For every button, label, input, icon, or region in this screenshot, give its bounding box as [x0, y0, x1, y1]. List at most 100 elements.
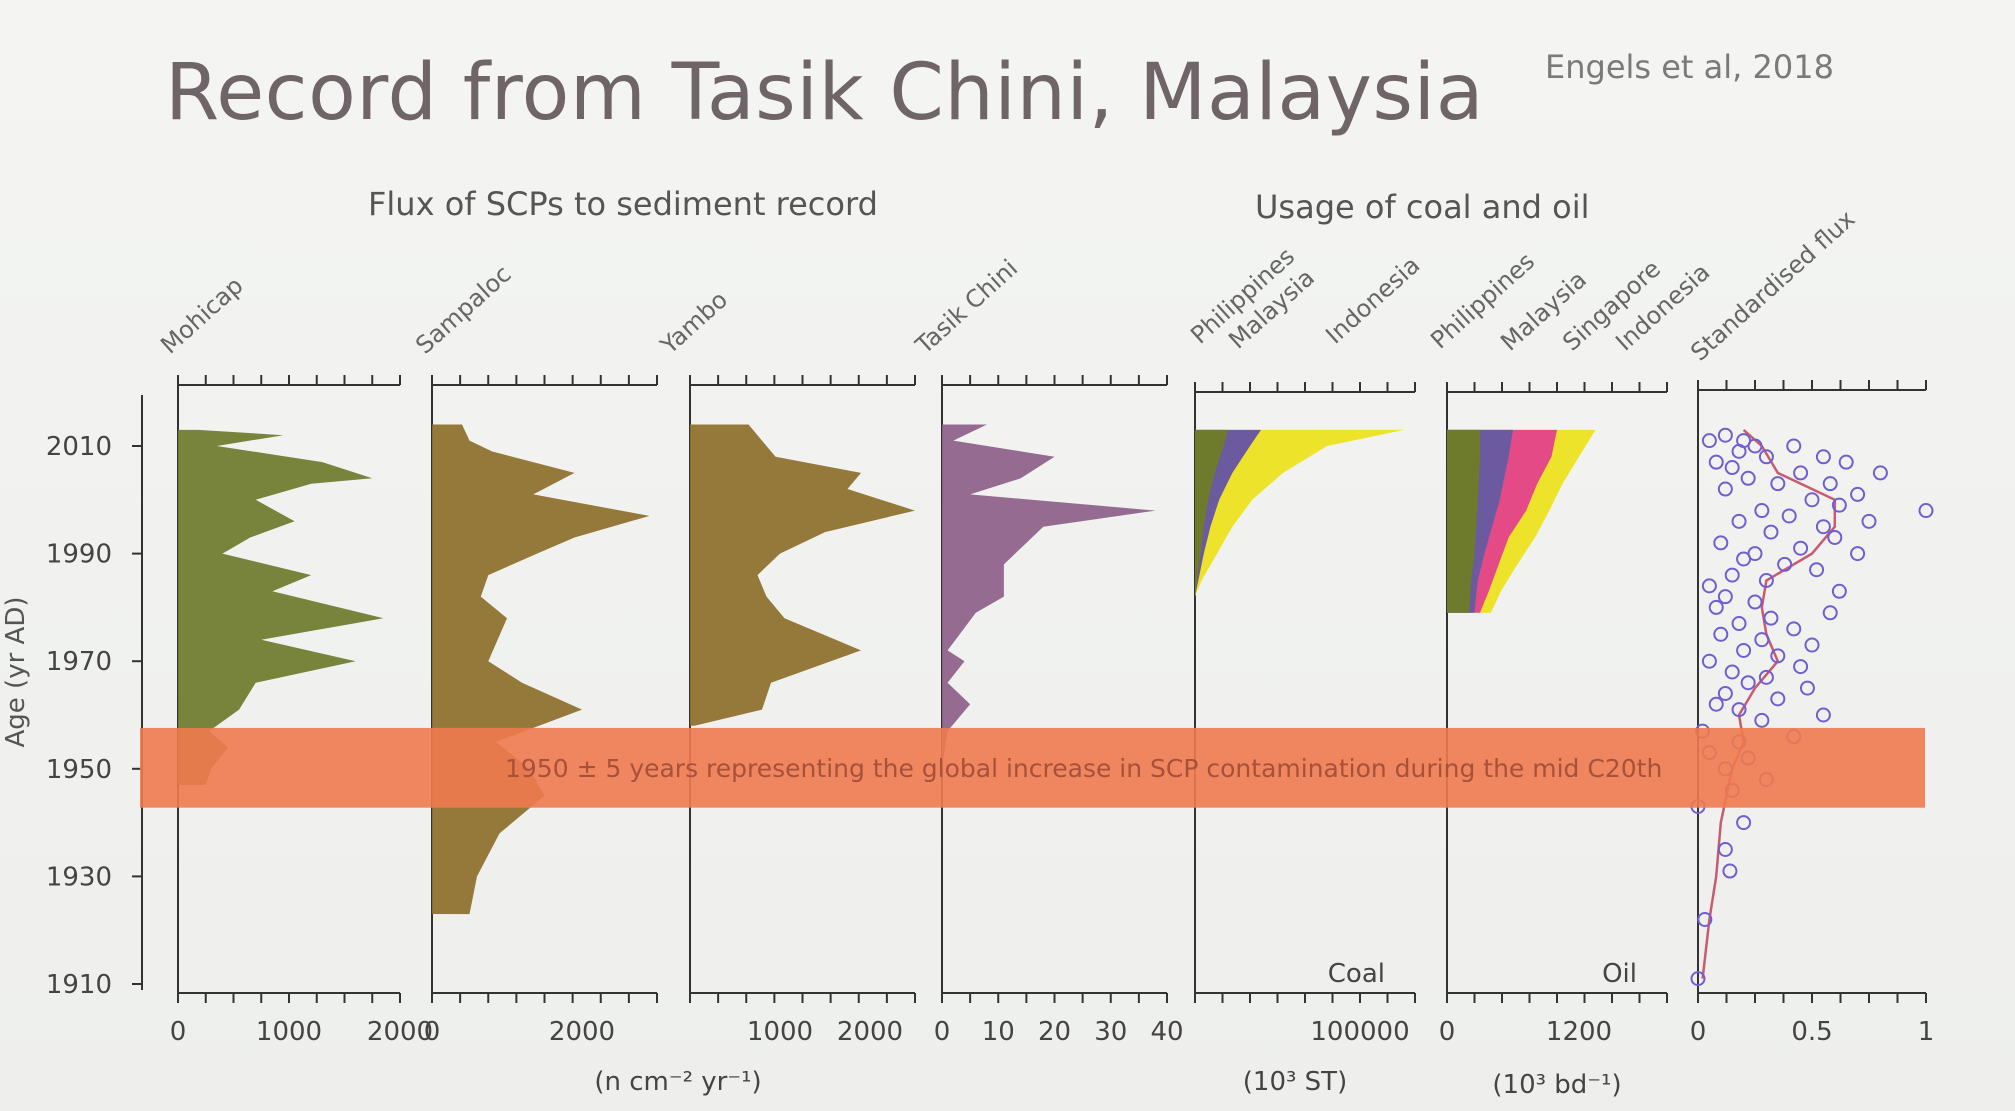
scatter-point — [1717, 427, 1733, 443]
scatter-point — [1724, 664, 1740, 680]
y-tick-label: 2010 — [46, 432, 112, 462]
area-layer-coal — [1195, 429, 1228, 597]
slide-title: Record from Tasik Chini, Malaysia — [165, 48, 1485, 138]
scatter-point — [1758, 573, 1774, 588]
scatter-point — [1770, 648, 1786, 664]
area-layer-coal — [1195, 429, 1404, 597]
area-tasik-chini — [942, 424, 1156, 769]
scatter-point — [1831, 583, 1847, 599]
scatter-point — [1731, 513, 1747, 529]
scatter-point — [1747, 594, 1763, 610]
unit-label-flux: (n cm⁻² yr⁻¹) — [594, 1067, 761, 1097]
x-tick-label: 0 — [1439, 1017, 1456, 1047]
scatter-point — [1918, 503, 1934, 519]
band-label: 1950 ± 5 years representing the global i… — [505, 754, 1662, 783]
scatter-point — [1701, 433, 1717, 449]
scatter-point — [1740, 470, 1756, 486]
x-tick-label: 100000 — [1310, 1017, 1409, 1047]
scatter-point — [1872, 465, 1888, 481]
panel-name: Tasik Chini — [910, 254, 1024, 360]
scatter-point — [1815, 449, 1831, 465]
panel-name: Yambo — [655, 286, 733, 361]
scatter-point — [1763, 524, 1779, 540]
scatter-point — [1809, 562, 1825, 578]
scatter-point — [1838, 454, 1854, 470]
scatter-point — [1799, 680, 1815, 696]
unit-label-coal: (10³ ST) — [1243, 1067, 1347, 1097]
panel-name: Standardised flux — [1685, 205, 1860, 367]
scatter-point — [1736, 551, 1752, 567]
x-tick-label: 0 — [934, 1017, 951, 1047]
scatter-point — [1831, 497, 1847, 513]
scatter-point — [1690, 971, 1706, 987]
x-tick-label: 30 — [1094, 1017, 1127, 1047]
scatter-point — [1815, 707, 1831, 723]
x-tick-label: 2000 — [367, 1017, 433, 1047]
scatter-point — [1717, 685, 1733, 701]
scatter-point — [1697, 911, 1713, 927]
x-tick-label: 40 — [1150, 1017, 1183, 1047]
scatter-point — [1731, 616, 1747, 632]
unit-label-oil: (10³ bd⁻¹) — [1492, 1070, 1621, 1100]
scatter-point — [1770, 476, 1786, 492]
y-axis-label: Age (yr AD) — [1, 597, 31, 748]
scatter-point — [1754, 712, 1770, 728]
scatter-point — [1701, 578, 1717, 594]
x-tick-label: 2000 — [549, 1017, 615, 1047]
scatter-point — [1793, 465, 1809, 481]
area-layer-oil — [1447, 429, 1480, 613]
panel-corner-label: Oil — [1602, 959, 1637, 989]
area-sampaloc — [432, 424, 650, 915]
area-mohicap — [178, 429, 384, 785]
x-tick-label: 2000 — [837, 1017, 903, 1047]
y-tick-label: 1990 — [46, 540, 112, 570]
x-tick-label: 0 — [1690, 1017, 1707, 1047]
x-tick-label: 1000 — [256, 1017, 322, 1047]
scatter-point — [1822, 605, 1838, 621]
section-label-usage: Usage of coal and oil — [1255, 188, 1590, 226]
scatter-point — [1850, 546, 1866, 562]
scatter-point — [1701, 653, 1717, 669]
scatter-point — [1758, 669, 1774, 685]
scatter-point — [1793, 540, 1809, 556]
scatter-point — [1713, 626, 1729, 642]
scatter-point — [1758, 449, 1774, 465]
trend-line — [1701, 428, 1837, 979]
scatter-point — [1724, 460, 1740, 476]
scatter-point — [1793, 659, 1809, 675]
x-tick-label: 20 — [1038, 1017, 1071, 1047]
scatter-point — [1770, 691, 1786, 707]
contamination-band — [140, 727, 1925, 808]
scatter-point — [1740, 675, 1756, 691]
scatter-point — [1763, 610, 1779, 626]
scatter-point — [1717, 481, 1733, 497]
panel-corner-label: Coal — [1328, 959, 1385, 989]
scatter-point — [1736, 815, 1752, 831]
x-tick-label: 10 — [982, 1017, 1015, 1047]
scatter-point — [1754, 503, 1770, 519]
scatter-point — [1781, 508, 1797, 524]
x-tick-label: 0 — [424, 1017, 441, 1047]
panel-name: Sampaloc — [410, 260, 516, 360]
scatter-point — [1731, 443, 1747, 459]
x-tick-label: 0.5 — [1791, 1017, 1832, 1047]
scatter-point — [1786, 438, 1802, 454]
scatter-point — [1777, 556, 1793, 572]
scatter-point — [1850, 486, 1866, 502]
panel-name: Mohicap — [155, 271, 248, 359]
y-tick-label: 1970 — [46, 647, 112, 677]
series-label: Indonesia — [1320, 251, 1425, 349]
scatter-point — [1861, 513, 1877, 529]
y-tick-label: 1950 — [46, 755, 112, 785]
x-tick-label: 1 — [1918, 1017, 1935, 1047]
scatter-point — [1731, 702, 1747, 718]
y-tick-label: 1910 — [46, 970, 112, 1000]
scatter-point — [1815, 519, 1831, 535]
scatter-point — [1786, 621, 1802, 637]
scatter-point — [1713, 535, 1729, 551]
scatter-point — [1804, 492, 1820, 508]
scatter-point — [1717, 842, 1733, 857]
scatter-point — [1708, 599, 1724, 615]
